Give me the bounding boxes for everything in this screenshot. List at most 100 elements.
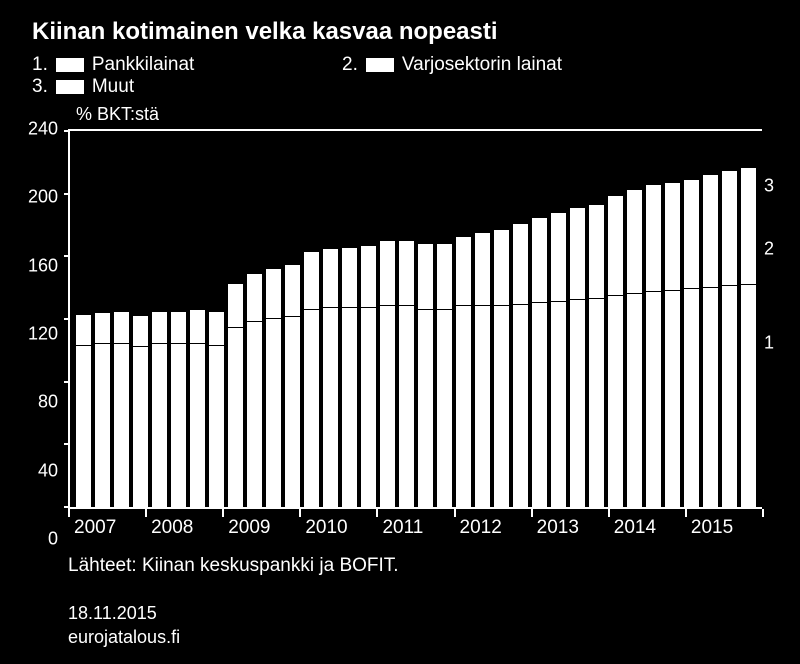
bar [285,131,300,507]
bar [551,131,566,507]
bar [684,131,699,507]
x-tick-mark [454,509,456,517]
bar [152,131,167,507]
bar [399,131,414,507]
bar-segment [589,238,604,298]
legend-label: Muut [92,76,134,98]
bar-segment [589,205,604,238]
bar-segment [513,305,528,507]
y-tick-label: 120 [28,324,58,345]
bar-segment [456,306,471,507]
bar-segment [437,266,452,308]
bar-segment [513,224,528,252]
x-tick-mark [685,509,687,517]
bar-segment [95,313,110,321]
bar-segment [95,344,110,507]
y-tick-label: 160 [28,255,58,276]
bar-segment [437,310,452,507]
y-tick-label: 0 [48,529,58,550]
bar-segment [608,196,623,232]
legend-label: Pankkilainat [92,54,194,76]
bar-segment [133,347,148,507]
y-tick-mark [64,130,70,132]
plot-area: 321 [68,129,762,509]
bar-segment [665,183,680,222]
x-tick-mark [531,509,533,517]
legend-num: 2. [342,54,358,76]
bar [627,131,642,507]
footer-date: 18.11.2015 [68,601,772,625]
bar-segment [342,248,357,268]
bar-segment [646,292,661,507]
bar-segment [741,285,756,507]
bar-segment [532,248,547,303]
bar-segment [532,218,547,248]
x-tick-label: 2009 [222,517,299,539]
bar-segment [627,190,642,228]
x-tick-mark [376,509,378,517]
bar-segment [285,317,300,507]
y-tick-label: 240 [28,119,58,140]
legend-swatch [56,80,84,94]
bar-segment [684,289,699,507]
y-tick-label: 40 [38,460,58,481]
bar-segment [95,321,110,343]
bar [703,131,718,507]
bar-segment [418,310,433,507]
bar-segment [437,244,452,266]
bar-segment [114,344,129,507]
bar [266,131,281,507]
plot-frame: 04080120160200240 321 200720082009201020… [68,129,762,539]
bar-segment [152,312,167,320]
bar-segment [133,324,148,346]
bar-segment [665,291,680,507]
footer: 18.11.2015 eurojatalous.fi [68,601,772,650]
y-tick-label: 80 [38,392,58,413]
bar [247,131,262,507]
bar [494,131,509,507]
bar-segment [703,288,718,507]
bar-segment [475,258,490,305]
bar-segment [323,308,338,507]
y-tick-mark [64,318,70,320]
bar [323,131,338,507]
bar [646,131,661,507]
bar-segment [152,320,167,344]
bar-segment [304,271,319,309]
bar-segment [342,308,357,507]
bar-segment [380,263,395,305]
bar-segment [342,268,357,307]
legend-label: Varjosektorin lainat [402,54,562,76]
x-tick-label: 2013 [531,517,608,539]
bar [475,131,490,507]
bar-segment [361,246,376,266]
bar-segment [209,312,224,321]
bar-segment [494,230,509,257]
bar [380,131,395,507]
bar [95,131,110,507]
x-tick-mark [68,509,70,517]
bar-segment [76,323,91,345]
bar-segment [399,306,414,507]
y-tick-mark [64,443,70,445]
bar-segment [361,308,376,507]
bar-segment [171,320,186,344]
y-tick-mark [64,193,70,195]
footer-site: eurojatalous.fi [68,625,772,649]
x-tick-mark [145,509,147,517]
bar-segment [323,268,338,307]
bar-segment [190,320,205,344]
bar-segment [475,306,490,507]
bar-segment [722,171,737,213]
bar-segment [608,296,623,508]
legend: 1. Pankkilainat 2. Varjosektorin lainat … [32,54,772,98]
bar [532,131,547,507]
bar-segment [266,269,281,283]
bar-segment [285,280,300,316]
bar-segment [570,241,585,299]
series-mark: 3 [764,175,774,196]
x-labels: 200720082009201020112012201320142015 [68,517,762,539]
y-tick-mark [64,381,70,383]
bar [608,131,623,507]
bar-segment [380,306,395,507]
